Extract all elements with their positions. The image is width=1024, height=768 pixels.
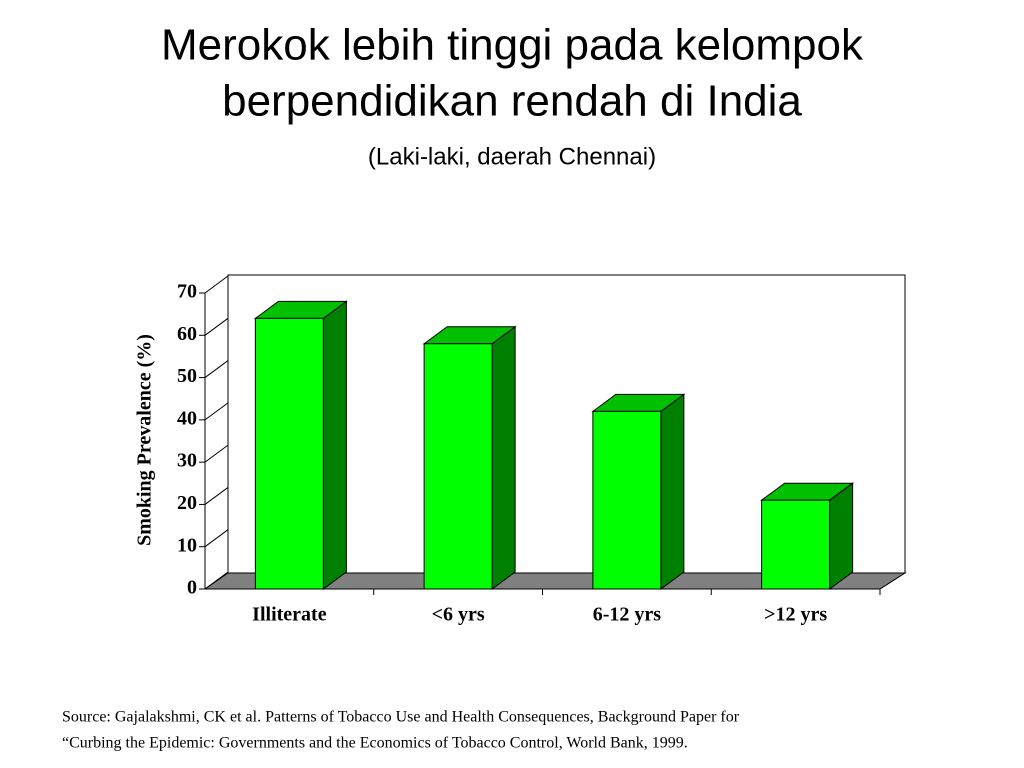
- y-tick-label: 20: [177, 492, 197, 514]
- title-line: berpendidikan rendah di India: [222, 77, 802, 126]
- y-axis-label: Smoking Prevalence (%): [134, 334, 156, 546]
- bar-front: [423, 343, 493, 590]
- x-tick-label: 6-12 yrs: [593, 604, 662, 626]
- y-tick-label: 30: [177, 450, 197, 472]
- bar-side: [491, 325, 516, 590]
- wall-tick: [204, 402, 229, 421]
- bar: [591, 393, 686, 590]
- source-line: Source: Gajalakshmi, CK et al. Patterns …: [62, 709, 740, 726]
- title-line: Merokok lebih tinggi pada kelompok: [161, 21, 864, 70]
- bar: [422, 325, 517, 590]
- y-tick-label: 10: [177, 534, 197, 556]
- bar-front: [254, 317, 324, 590]
- y-tick-label: 70: [177, 281, 197, 303]
- wall-tick: [204, 529, 229, 548]
- wall-tick: [204, 360, 229, 378]
- y-tick-label: 0: [187, 577, 197, 599]
- y-tick-label: 50: [177, 365, 197, 387]
- wall-tick: [204, 487, 229, 505]
- y-tick-label: 60: [177, 323, 197, 345]
- x-tick-label: Illiterate: [252, 604, 327, 626]
- bar: [760, 482, 855, 590]
- source-line: “Curbing the Epidemic: Governments and t…: [62, 735, 688, 752]
- wall-tick: [204, 317, 229, 336]
- bar-front: [592, 410, 662, 590]
- bar-side: [322, 300, 347, 590]
- wall-tick: [204, 444, 229, 463]
- bar-side: [660, 393, 685, 590]
- subtitle: (Laki-laki, daerah Chennai): [368, 143, 656, 170]
- wall-tick: [204, 571, 229, 590]
- wall-tick: [204, 275, 229, 294]
- y-tick-label: 40: [177, 407, 197, 429]
- x-tick-label: <6 yrs: [432, 604, 485, 626]
- bar-side: [829, 482, 854, 590]
- bar: [253, 300, 348, 590]
- bar-front: [761, 499, 831, 590]
- x-tick-label: >12 yrs: [764, 604, 827, 626]
